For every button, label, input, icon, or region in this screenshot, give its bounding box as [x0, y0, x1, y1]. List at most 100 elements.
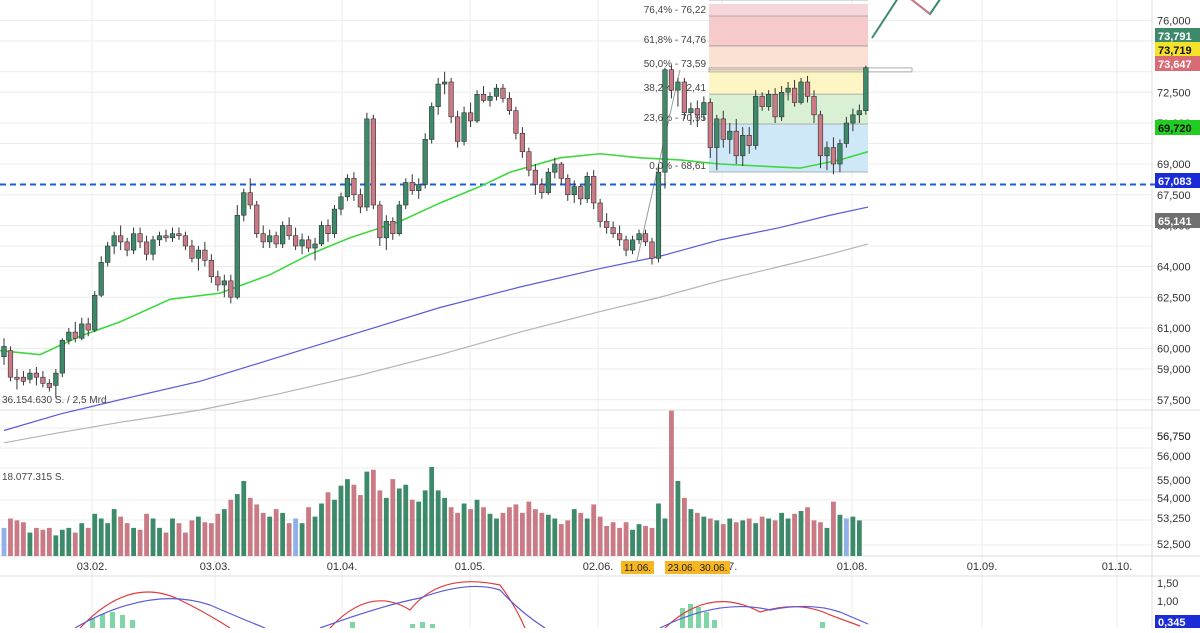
volume-bar	[792, 513, 797, 556]
volume-bar	[565, 520, 571, 556]
candle-body	[98, 262, 104, 296]
price-axis-tick: 76,000	[1157, 16, 1191, 28]
candle-body	[539, 184, 545, 193]
date-axis-tick: 01.04.	[327, 561, 358, 573]
price-axis-tick: 67,500	[1157, 190, 1191, 202]
candle-body	[280, 225, 286, 245]
volume-bar	[766, 518, 772, 556]
volume-bar	[98, 518, 104, 556]
candle-body	[156, 235, 163, 241]
volume-bar	[260, 512, 266, 556]
indicator-main-line	[74, 585, 869, 629]
volume-bar	[163, 532, 169, 556]
candle-body	[429, 106, 435, 140]
volume-axis: 56,75056,00055,00054,00053,25052,50056,7…	[1157, 431, 1191, 551]
candle-body	[338, 196, 344, 210]
candle-body	[727, 130, 733, 140]
candle-body	[837, 143, 843, 165]
candle-body	[824, 147, 830, 157]
volume-bar	[176, 523, 182, 556]
candle-body	[733, 130, 739, 157]
volume-bar	[707, 518, 713, 556]
volume-bar	[643, 526, 648, 556]
volume-bar	[241, 481, 247, 556]
volume-axis-tick: 53,250	[1157, 513, 1191, 525]
volume-bar	[46, 527, 52, 556]
volume-bar	[267, 516, 273, 556]
candle-body	[591, 176, 597, 204]
candle-body	[20, 376, 27, 382]
volume-bar	[656, 503, 661, 556]
volume-bar	[714, 520, 720, 556]
volume-bar	[189, 520, 195, 556]
candle-body	[305, 239, 312, 249]
candle-body	[33, 372, 39, 378]
volume-bar	[831, 501, 836, 556]
candle-body	[746, 135, 752, 146]
date-axis-tick: 03.02.	[77, 561, 108, 573]
candle-body	[131, 233, 137, 251]
volume-bar	[442, 497, 448, 556]
volume-bar	[228, 499, 234, 556]
volume-bar	[746, 518, 752, 556]
candle-body	[720, 118, 726, 140]
volume-bar	[383, 497, 389, 556]
volume-bar	[66, 527, 72, 556]
candle-body	[753, 96, 759, 146]
date-axis-tick: 01.08.	[837, 561, 868, 573]
date-axis-tick: 03.03.	[200, 561, 231, 573]
candle-body	[843, 122, 849, 144]
date-marker-label: 30.06.	[700, 563, 728, 574]
price-tag-label: 73,719	[1158, 45, 1192, 57]
volume-bar	[254, 504, 260, 556]
fib-zone	[709, 45, 868, 70]
volume-bar	[131, 527, 136, 556]
candle-body	[707, 102, 713, 148]
volume-bar	[299, 523, 305, 556]
candle-body	[817, 114, 824, 157]
indicator-tag-bg	[1155, 615, 1200, 628]
price-tag-bg	[1155, 56, 1200, 71]
candle-body	[286, 225, 292, 237]
volume-bar	[325, 492, 331, 556]
candle-body	[623, 239, 629, 251]
indicator-histogram-bar	[820, 622, 825, 628]
volume-bar	[396, 488, 402, 556]
fib-zone	[709, 3, 868, 16]
volume-bar	[682, 497, 687, 556]
candle-body	[785, 87, 791, 93]
candle-body	[215, 276, 221, 286]
volume-bar	[507, 507, 512, 556]
candle-body	[804, 81, 811, 97]
volume-bar	[409, 499, 415, 556]
volume-bar	[610, 522, 616, 556]
volume-bar	[377, 490, 383, 556]
volume-bar	[435, 490, 441, 556]
volume-bar	[481, 507, 486, 556]
projection-down-line	[910, 0, 931, 15]
candle-body	[267, 235, 273, 243]
price-tag-bg	[1155, 120, 1200, 135]
volume-bar	[79, 523, 85, 556]
indicator-histogram-bar	[430, 624, 435, 628]
volume-axis-tick: 56,750	[1157, 431, 1191, 443]
candle-body	[195, 249, 202, 259]
volume-bar	[824, 527, 830, 556]
volume-bar	[422, 490, 428, 556]
candle-body	[105, 245, 111, 263]
candle-body	[474, 94, 480, 122]
candle-body	[221, 280, 227, 286]
volume-bars	[1, 410, 862, 556]
candle-body	[357, 194, 364, 208]
volume-bar	[727, 518, 733, 556]
candle-body	[331, 208, 338, 235]
candle-body	[137, 233, 143, 243]
volume-bar	[124, 523, 130, 556]
candle-body	[377, 204, 383, 239]
candle-body	[66, 331, 72, 341]
date-marker-label: 11.06.	[624, 563, 651, 574]
candle-body	[143, 241, 150, 255]
volume-axis-tick: 52,500	[1157, 539, 1191, 551]
candle-body	[189, 245, 195, 259]
fib-anchor-box	[708, 67, 913, 73]
